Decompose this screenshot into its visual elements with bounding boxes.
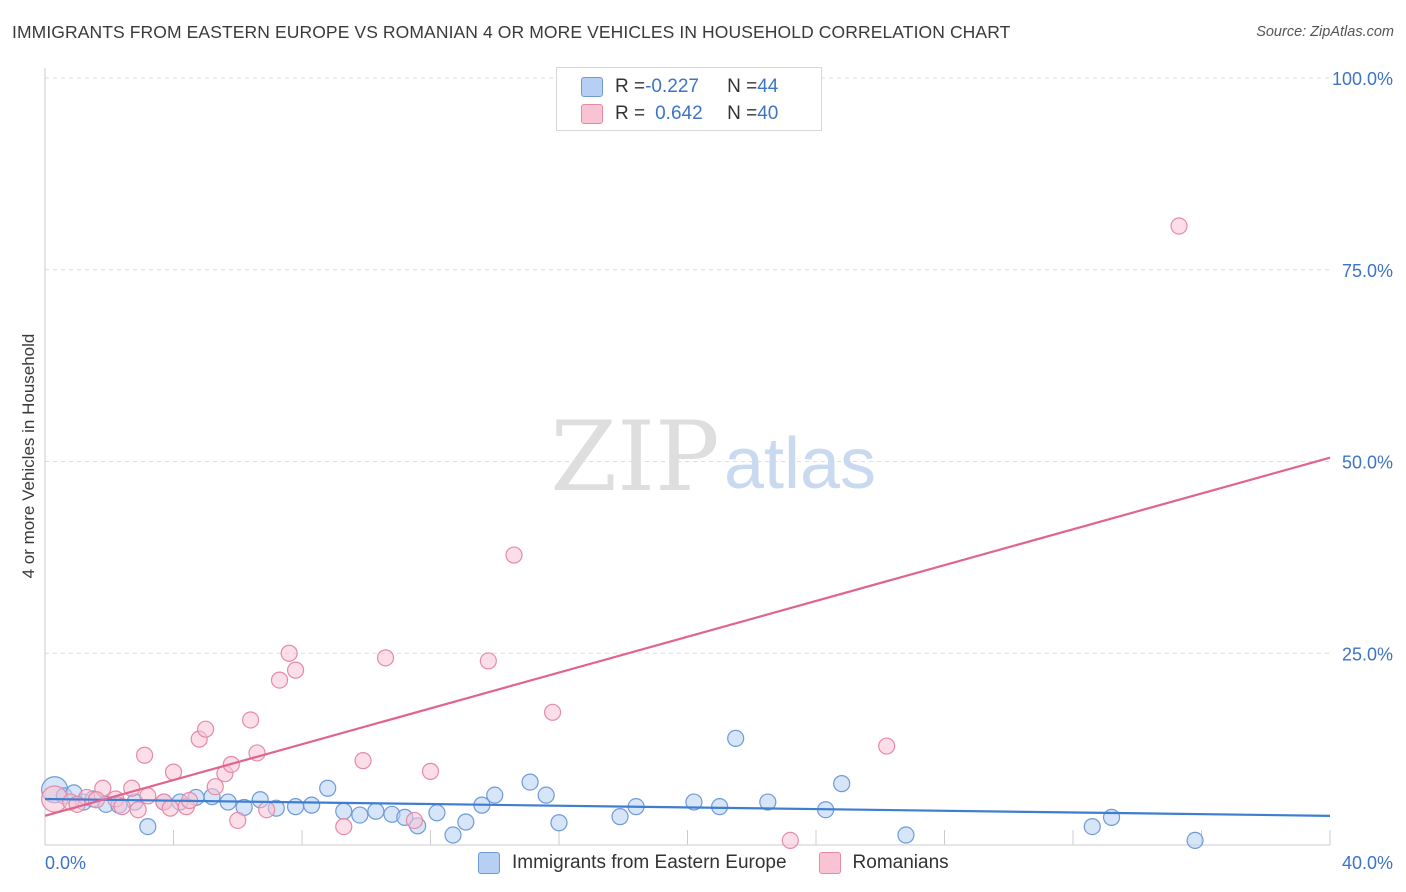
pink-point <box>878 737 896 755</box>
grid-layer <box>45 77 1330 654</box>
blue-point <box>727 729 745 747</box>
pink-point <box>1170 217 1188 235</box>
legend-row-pink: R = 0.642 N = 40 <box>581 101 778 127</box>
pink-point <box>543 703 562 721</box>
series-swatch-pink <box>818 852 841 874</box>
legend-row-blue: R = -0.227 N = 44 <box>581 74 778 100</box>
pink-point <box>405 811 424 830</box>
blue-point <box>303 796 321 814</box>
blue-point <box>286 798 305 816</box>
blue-point <box>611 808 629 826</box>
series-legend-item-pink[interactable]: Romanians <box>818 852 949 874</box>
blue-point <box>550 814 568 832</box>
y-tick-label: 50.0% <box>1342 453 1393 473</box>
blue-point <box>367 802 385 820</box>
blue-point <box>1186 831 1204 849</box>
y-axis-label: 4 or more Vehicles in Household <box>19 334 38 579</box>
legend-n-value: 44 <box>757 76 779 97</box>
series-swatch-blue <box>478 852 500 874</box>
blue-point <box>897 826 915 844</box>
blue-point <box>428 804 446 822</box>
legend-r-value: 0.642 <box>655 103 703 124</box>
blue-point <box>711 798 729 816</box>
pink-point <box>421 762 440 780</box>
pink-point <box>286 661 305 679</box>
legend-r-label: R = <box>615 76 646 97</box>
blue-point <box>1102 808 1121 826</box>
pink-point <box>113 798 131 816</box>
pink-point <box>206 778 224 796</box>
pink-point <box>479 652 497 670</box>
watermark-zip: ZIP <box>550 401 719 513</box>
series-legend: Immigrants from Eastern Europe Romanians <box>478 852 981 874</box>
blue-point <box>537 786 555 804</box>
pink-point <box>376 649 395 667</box>
pink-point <box>280 644 298 662</box>
points-layer <box>41 217 1204 849</box>
y-tick-label: 75.0% <box>1342 261 1393 281</box>
legend-n-value: 40 <box>757 103 779 124</box>
pink-point <box>258 801 276 819</box>
blue-point <box>139 817 157 836</box>
blue-point <box>486 786 504 804</box>
pink-trend-line <box>44 456 1331 817</box>
correlation-legend: R = -0.227 N = 44 R = 0.642 N = 40 <box>556 67 822 131</box>
blue-point <box>1083 817 1101 836</box>
legend-n-label: N = <box>727 76 758 97</box>
legend-swatch-blue <box>581 77 603 97</box>
blue-point <box>457 813 475 831</box>
pink-point <box>229 811 247 830</box>
pink-point <box>270 671 289 689</box>
series-legend-label: Romanians <box>852 852 949 873</box>
pink-point <box>197 720 215 738</box>
legend-r-label: R = <box>615 103 646 124</box>
blue-trend-line <box>44 797 1331 817</box>
pink-point <box>129 801 147 819</box>
pink-point <box>135 746 154 764</box>
blue-point <box>833 775 851 793</box>
blue-point <box>351 806 369 824</box>
pink-point <box>781 831 799 849</box>
series-legend-label: Immigrants from Eastern Europe <box>512 852 787 873</box>
blue-point <box>685 793 703 811</box>
watermark-atlas: atlas <box>724 424 876 504</box>
blue-point <box>335 802 353 820</box>
pink-point <box>161 799 179 817</box>
x-tick-label: 40.0% <box>1342 853 1393 873</box>
series-legend-item-blue[interactable]: Immigrants from Eastern Europe <box>478 852 787 874</box>
legend-r-value: -0.227 <box>645 76 699 97</box>
blue-point <box>444 826 462 844</box>
blue-point <box>759 793 777 811</box>
pink-point <box>139 787 157 805</box>
y-tick-label: 25.0% <box>1342 644 1393 664</box>
pink-point <box>335 817 353 836</box>
y-tick-label: 100.0% <box>1332 69 1393 89</box>
chart-title: IMMIGRANTS FROM EASTERN EUROPE VS ROMANI… <box>12 22 1011 42</box>
blue-point <box>521 773 539 791</box>
source-credit: Source: ZipAtlas.com <box>1256 24 1394 40</box>
pink-point <box>354 752 372 770</box>
pink-point <box>505 546 523 564</box>
x-tick-label: 0.0% <box>45 853 86 873</box>
trend-layer <box>44 456 1331 817</box>
legend-n-label: N = <box>727 103 758 124</box>
pink-point <box>242 711 260 729</box>
legend-swatch-pink <box>581 104 603 124</box>
blue-point <box>319 779 337 797</box>
